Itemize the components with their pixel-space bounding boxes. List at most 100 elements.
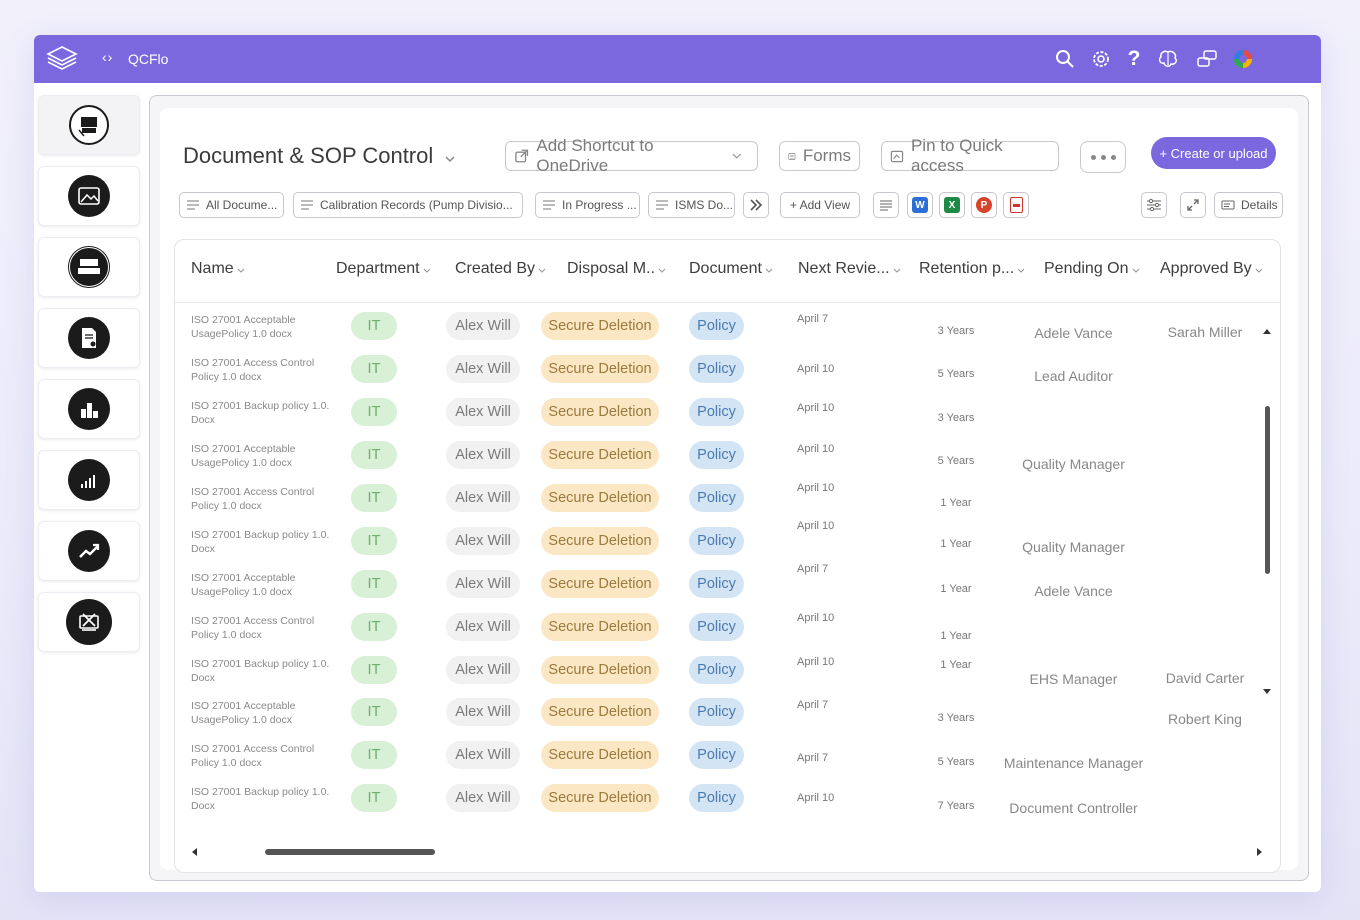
table-row[interactable]: ISO 27001 Access Control Policy 1.0 docx…: [175, 612, 1265, 656]
main-panel: Document & SOP Control Add Shortcut to O…: [149, 95, 1309, 881]
sidebar-item-tools[interactable]: [38, 592, 140, 652]
color-wheel-icon[interactable]: [1232, 48, 1254, 70]
word-export-button[interactable]: W: [907, 192, 933, 218]
more-options-button[interactable]: [1080, 141, 1126, 173]
column-header[interactable]: Next Revie...: [798, 260, 901, 278]
sidebar-item-trend[interactable]: [38, 521, 140, 581]
document-name-link[interactable]: ISO 27001 Backup policy 1.0. Docx: [191, 786, 330, 812]
pdf-icon: [1009, 197, 1023, 213]
document-name-link[interactable]: ISO 27001 Backup policy 1.0. Docx: [191, 400, 330, 426]
document-name-link[interactable]: ISO 27001 Acceptable UsagePolicy 1.0 doc…: [191, 314, 296, 340]
text-format-button[interactable]: [873, 192, 899, 218]
document-type-badge: Policy: [689, 784, 744, 812]
document-name-link[interactable]: ISO 27001 Access Control Policy 1.0 docx: [191, 743, 315, 769]
next-review-date: April 10: [797, 520, 835, 532]
vertical-scrollbar[interactable]: [1262, 310, 1272, 800]
column-header-label: Department: [336, 260, 420, 278]
forms-button[interactable]: Forms: [779, 141, 860, 171]
column-header[interactable]: Retention p...: [919, 260, 1025, 278]
filter-settings-button[interactable]: [1141, 192, 1167, 218]
pdf-export-button[interactable]: [1003, 192, 1029, 218]
horizontal-scrollbar[interactable]: [189, 845, 1273, 857]
pending-on-value: Quality Manager: [1022, 539, 1125, 555]
pin-icon: [890, 150, 904, 162]
sidebar-item-signal-chart[interactable]: [38, 450, 140, 510]
table-row[interactable]: ISO 27001 Backup policy 1.0. Docx IT Alex …: [175, 398, 1265, 441]
created-by-badge: Alex Will: [446, 398, 520, 426]
code-icon[interactable]: ‹›: [102, 49, 114, 65]
column-header[interactable]: Disposal M..: [567, 260, 666, 278]
content-card: Document & SOP Control Add Shortcut to O…: [160, 108, 1298, 873]
chevron-down-icon[interactable]: [444, 150, 456, 168]
document-name-link[interactable]: ISO 27001 Acceptable UsagePolicy 1.0 doc…: [191, 700, 296, 726]
created-by-badge: Alex Will: [446, 312, 520, 340]
chat-icon[interactable]: [1196, 48, 1218, 70]
disposal-method-badge: Secure Deletion: [541, 656, 659, 684]
sidebar-item-bar-chart[interactable]: [38, 379, 140, 439]
column-header[interactable]: Pending On: [1044, 260, 1140, 278]
gear-icon[interactable]: [1090, 48, 1112, 70]
document-name-link[interactable]: ISO 27001 Acceptable UsagePolicy 1.0 doc…: [191, 572, 296, 598]
view-chip-calibration-records[interactable]: Calibration Records (Pump Divisio...: [293, 192, 523, 218]
document-name-link[interactable]: ISO 27001 Access Control Policy 1.0 docx: [191, 357, 315, 383]
add-view-button[interactable]: + Add View: [780, 192, 860, 218]
chevron-down-icon: [237, 260, 245, 278]
column-header[interactable]: Created By: [455, 260, 546, 278]
sidebar-item-image[interactable]: [38, 166, 140, 226]
more-views-button[interactable]: [743, 192, 769, 218]
table-row[interactable]: ISO 27001 Acceptable UsagePolicy 1.0 doc…: [175, 312, 1265, 355]
created-by-badge: Alex Will: [446, 484, 520, 512]
external-link-icon: [515, 149, 529, 163]
excel-export-button[interactable]: X: [939, 192, 965, 218]
table-row[interactable]: ISO 27001 Access Control Policy 1.0 docx…: [175, 741, 1265, 784]
column-header-label: Pending On: [1044, 260, 1129, 278]
list-icon: [301, 200, 313, 210]
powerpoint-export-button[interactable]: P: [971, 192, 997, 218]
next-review-date: April 7: [797, 563, 829, 575]
table-row[interactable]: ISO 27001 Access Control Policy 1.0 docx…: [175, 355, 1265, 398]
table-row[interactable]: ISO 27001 Access Control Policy 1.0 docx…: [175, 482, 1265, 527]
table-row[interactable]: ISO 27001 Backup policy 1.0. Docx IT Alex …: [175, 520, 1265, 570]
create-upload-button[interactable]: + Create or upload: [1151, 137, 1276, 169]
pin-label: Pin to Quick access: [910, 136, 1003, 175]
document-name-link[interactable]: ISO 27001 Access Control Policy 1.0 docx: [191, 615, 315, 641]
sidebar-item-iso-27001[interactable]: [38, 237, 140, 297]
sidebar-item-iso-9001[interactable]: [38, 95, 140, 155]
brain-icon[interactable]: [1157, 48, 1179, 70]
sliders-icon: [1147, 198, 1161, 212]
column-header[interactable]: Name: [191, 260, 245, 278]
view-chip-isms[interactable]: ISMS Do...: [648, 192, 735, 218]
disposal-method-badge: Secure Deletion: [541, 484, 659, 512]
table-row[interactable]: ISO 27001 Backup policy 1.0. Docx IT Alex …: [175, 656, 1265, 699]
expand-button[interactable]: [1180, 192, 1206, 218]
pin-quick-access-button[interactable]: Pin to Quick access: [881, 136, 1059, 175]
table-row[interactable]: ISO 27001 Backup policy 1.0. Docx IT Alex …: [175, 784, 1265, 827]
document-name-link[interactable]: ISO 27001 Backup policy 1.0. Docx: [191, 529, 330, 555]
sidebar-item-doc-settings[interactable]: [38, 308, 140, 368]
retention-period: 1 Year: [940, 659, 972, 671]
table-row[interactable]: ISO 27001 Acceptable UsagePolicy 1.0 doc…: [175, 698, 1265, 741]
chevron-down-icon: [1255, 260, 1263, 278]
view-chip-all-documents[interactable]: All Docume...: [179, 192, 284, 218]
disposal-method-badge: Secure Deletion: [541, 355, 659, 383]
word-icon: W: [912, 197, 928, 213]
add-shortcut-button[interactable]: Add Shortcut to OneDrive: [505, 136, 758, 175]
expand-icon: [1187, 199, 1199, 211]
table-row[interactable]: ISO 27001 Acceptable UsagePolicy 1.0 doc…: [175, 441, 1265, 484]
document-name-link[interactable]: ISO 27001 Access Control Policy 1.0 docx: [191, 486, 315, 512]
column-header[interactable]: Document: [689, 260, 773, 278]
layers-logo-icon[interactable]: [46, 45, 78, 73]
double-chevron-right-icon: [750, 199, 763, 211]
view-chip-in-progress[interactable]: In Progress ...: [535, 192, 640, 218]
document-name-link[interactable]: ISO 27001 Backup policy 1.0. Docx: [191, 658, 330, 684]
column-header-label: Disposal M..: [567, 260, 656, 278]
search-icon[interactable]: [1054, 48, 1076, 70]
column-header[interactable]: Approved By: [1160, 260, 1263, 278]
help-icon[interactable]: ?: [1127, 47, 1141, 70]
table-row[interactable]: ISO 27001 Acceptable UsagePolicy 1.0 doc…: [175, 563, 1265, 613]
retention-period: 3 Years: [937, 325, 975, 337]
details-button[interactable]: Details: [1214, 192, 1283, 218]
column-header[interactable]: Department: [336, 260, 431, 278]
view-chip-label: In Progress ...: [562, 198, 637, 212]
document-name-link[interactable]: ISO 27001 Acceptable UsagePolicy 1.0 doc…: [191, 443, 296, 469]
